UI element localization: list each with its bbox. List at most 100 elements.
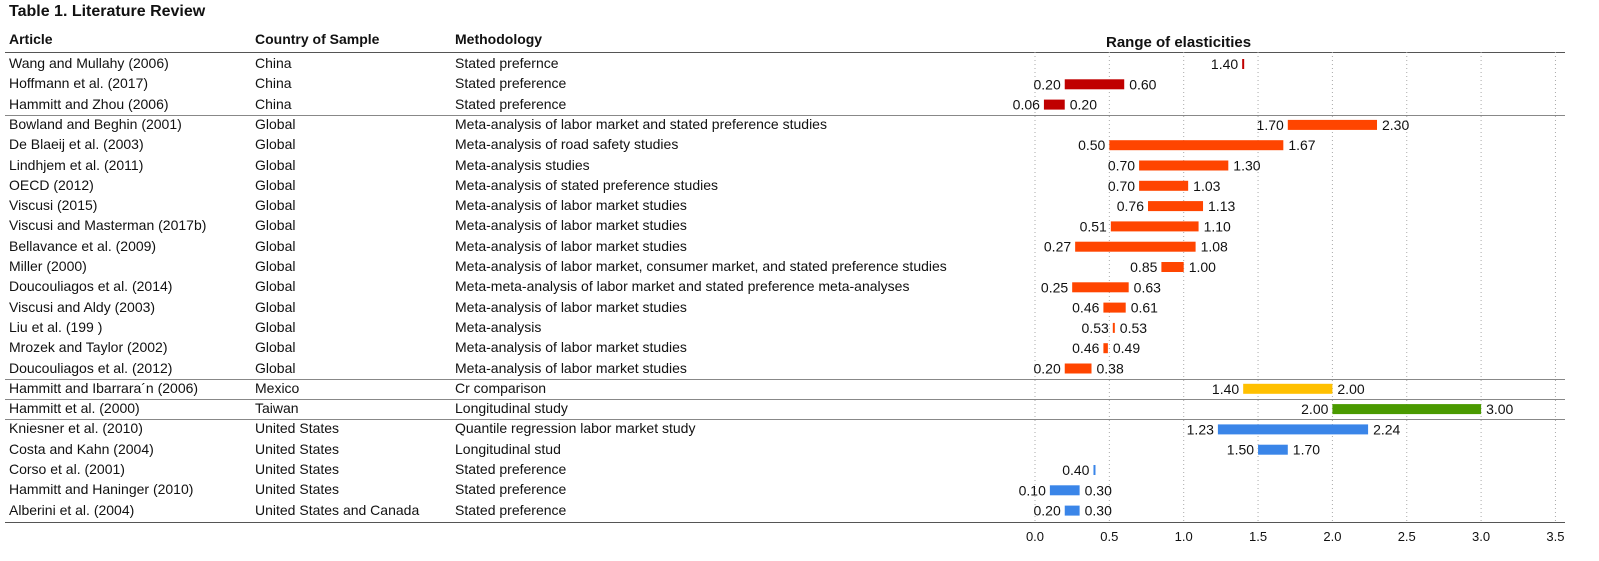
low-value-label: 0.70 bbox=[1108, 158, 1135, 174]
cell-country: Global bbox=[255, 360, 296, 376]
high-value-label: 1.30 bbox=[1233, 158, 1260, 174]
cell-country: Taiwan bbox=[255, 400, 299, 416]
cell-article: Hammitt and Ibarrara´n (2006) bbox=[9, 380, 199, 396]
low-value-label: 1.70 bbox=[1257, 117, 1284, 133]
low-value-label: 0.46 bbox=[1072, 300, 1099, 316]
high-value-label: 0.20 bbox=[1070, 97, 1097, 113]
high-value-label: 0.38 bbox=[1097, 361, 1124, 377]
range-bar bbox=[1064, 505, 1080, 516]
low-value-label: 2.00 bbox=[1301, 401, 1328, 417]
range-bar bbox=[1148, 201, 1204, 212]
cell-article: Hoffmann et al. (2017) bbox=[9, 75, 149, 91]
cell-article: Hammitt and Haninger (2010) bbox=[9, 481, 194, 497]
high-value-label: 0.61 bbox=[1131, 300, 1158, 316]
high-value-label: 1.70 bbox=[1293, 442, 1320, 458]
cell-article: Viscusi and Aldy (2003) bbox=[9, 299, 156, 315]
high-value-label: 0.60 bbox=[1129, 76, 1156, 92]
cell-country: Global bbox=[255, 238, 296, 254]
cell-article: Bowland and Beghin (2001) bbox=[9, 116, 182, 132]
range-bar bbox=[1139, 180, 1189, 191]
cell-country: United States bbox=[255, 441, 340, 457]
low-value-label: 1.40 bbox=[1211, 56, 1238, 72]
cell-country: Global bbox=[255, 278, 296, 294]
table-title: Table 1. Literature Review bbox=[9, 3, 206, 20]
cell-methodology: Meta-analysis of labor market studies bbox=[455, 197, 687, 213]
range-bar bbox=[1139, 160, 1229, 171]
cell-methodology: Stated preference bbox=[455, 461, 567, 477]
high-value-label: 2.24 bbox=[1373, 421, 1400, 437]
cell-country: Global bbox=[255, 136, 296, 152]
cell-article: Bellavance et al. (2009) bbox=[9, 238, 157, 254]
group-divider bbox=[5, 115, 1565, 116]
low-value-label: 0.53 bbox=[1082, 320, 1109, 336]
range-bar bbox=[1103, 302, 1126, 313]
x-tick-label: 0.5 bbox=[1100, 529, 1118, 544]
cell-methodology: Stated preference bbox=[455, 96, 567, 112]
cell-article: Mrozek and Taylor (2002) bbox=[9, 339, 168, 355]
low-value-label: 0.25 bbox=[1041, 279, 1068, 295]
low-value-label: 0.46 bbox=[1072, 340, 1099, 356]
low-value-label: 0.10 bbox=[1019, 482, 1046, 498]
high-value-label: 3.00 bbox=[1486, 401, 1513, 417]
cell-methodology: Quantile regression labor market study bbox=[455, 420, 696, 436]
x-tick-label: 3.5 bbox=[1546, 529, 1564, 544]
cell-methodology: Meta-analysis studies bbox=[455, 157, 590, 173]
cell-article: Hammitt et al. (2000) bbox=[9, 400, 140, 416]
low-value-label: 0.50 bbox=[1078, 137, 1105, 153]
cell-article: Hammitt and Zhou (2006) bbox=[9, 96, 169, 112]
x-tick-label: 3.0 bbox=[1472, 529, 1490, 544]
cell-country: Global bbox=[255, 258, 296, 274]
cell-country: China bbox=[255, 96, 292, 112]
range-bar bbox=[1103, 343, 1108, 354]
range-bar bbox=[1287, 119, 1378, 130]
header-rule bbox=[5, 52, 1565, 53]
range-bar bbox=[1112, 322, 1115, 333]
header-country: Country of Sample bbox=[255, 31, 380, 47]
cell-article: De Blaeij et al. (2003) bbox=[9, 136, 144, 152]
low-value-label: 0.20 bbox=[1033, 76, 1060, 92]
cell-country: United States and Canada bbox=[255, 502, 420, 518]
cell-article: Viscusi (2015) bbox=[9, 197, 98, 213]
cell-methodology: Meta-analysis of labor market and stated… bbox=[455, 116, 827, 132]
cell-country: Global bbox=[255, 197, 296, 213]
cell-country: United States bbox=[255, 420, 340, 436]
cell-article: Costa and Kahn (2004) bbox=[9, 441, 154, 457]
cell-article: Miller (2000) bbox=[9, 258, 87, 274]
high-value-label: 1.08 bbox=[1201, 239, 1228, 255]
cell-article: Doucouliagos et al. (2014) bbox=[9, 278, 173, 294]
cell-article: Wang and Mullahy (2006) bbox=[9, 55, 169, 71]
x-tick-label: 2.5 bbox=[1398, 529, 1416, 544]
cell-article: Corso et al. (2001) bbox=[9, 461, 125, 477]
high-value-label: 0.49 bbox=[1113, 340, 1140, 356]
header-methodology: Methodology bbox=[455, 31, 543, 47]
cell-article: Alberini et al. (2004) bbox=[9, 502, 135, 518]
cell-methodology: Meta-analysis of road safety studies bbox=[455, 136, 679, 152]
cell-article: Lindhjem et al. (2011) bbox=[9, 157, 144, 173]
cell-methodology: Longitudinal study bbox=[455, 400, 568, 416]
cell-country: Global bbox=[255, 157, 296, 173]
low-value-label: 0.70 bbox=[1108, 178, 1135, 194]
range-bar bbox=[1258, 444, 1288, 455]
cell-article: Liu et al. (199 ) bbox=[9, 319, 103, 335]
range-bar bbox=[1043, 99, 1065, 110]
cell-article: Doucouliagos et al. (2012) bbox=[9, 360, 173, 376]
low-value-label: 1.40 bbox=[1212, 381, 1239, 397]
cell-country: Global bbox=[255, 339, 296, 355]
range-bar bbox=[1161, 262, 1184, 272]
cell-methodology: Meta-analysis of labor market studies bbox=[455, 299, 687, 315]
high-value-label: 1.67 bbox=[1288, 137, 1315, 153]
cell-country: China bbox=[255, 75, 292, 91]
group-divider bbox=[5, 379, 1565, 380]
range-bar bbox=[1332, 404, 1482, 415]
cell-country: Global bbox=[255, 319, 296, 335]
low-value-label: 0.20 bbox=[1033, 503, 1060, 519]
cell-methodology: Stated prefernce bbox=[455, 55, 559, 71]
cell-methodology: Meta-analysis of labor market, consumer … bbox=[455, 258, 947, 274]
range-bar bbox=[1109, 140, 1284, 151]
cell-methodology: Meta-analysis of labor market studies bbox=[455, 339, 687, 355]
cell-methodology: Stated preference bbox=[455, 75, 567, 91]
cell-country: Global bbox=[255, 177, 296, 193]
low-value-label: 0.76 bbox=[1117, 198, 1144, 214]
high-value-label: 1.00 bbox=[1189, 259, 1216, 275]
